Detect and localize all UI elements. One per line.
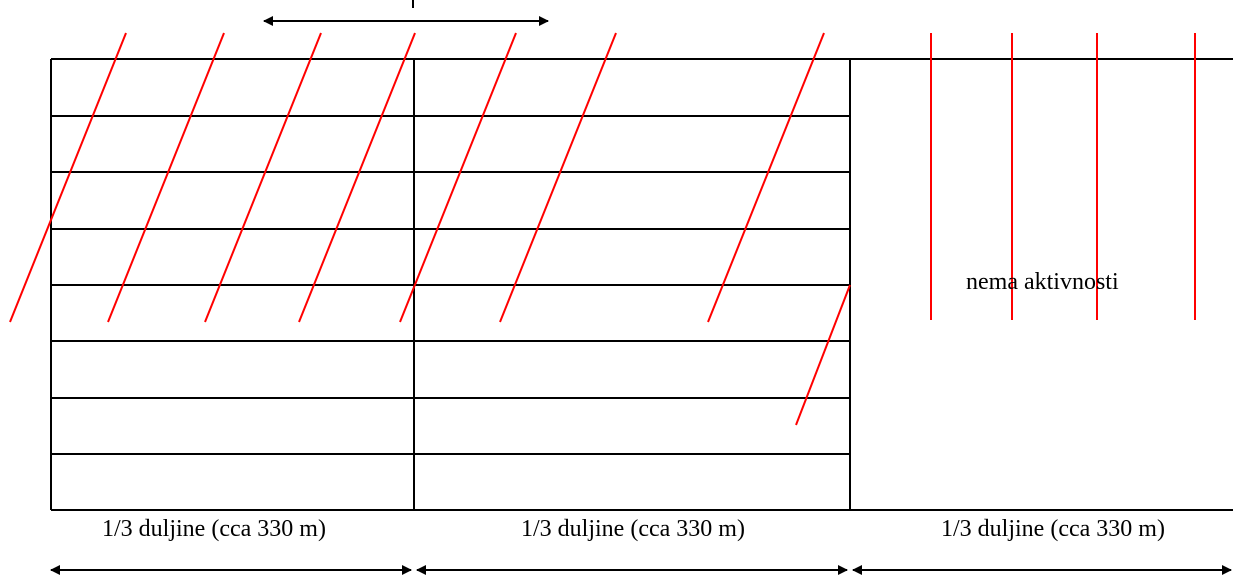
hatch-line [9, 32, 127, 323]
hatch-line [707, 32, 825, 323]
hatch-line [499, 32, 617, 323]
no-activity-note: nema aktivnosti [966, 269, 1119, 295]
segment-length-label-2: 1/3 duljine (cca 330 m) [521, 516, 745, 542]
diagonal-hatching [9, 32, 851, 426]
row-lines [51, 115, 850, 455]
top-arrow [263, 0, 549, 26]
vertical-hatching [930, 33, 1196, 320]
hatch-line [399, 32, 517, 323]
hatch-line [107, 32, 225, 323]
segment-length-label-1: 1/3 duljine (cca 330 m) [102, 516, 326, 542]
hatch-line [204, 32, 322, 323]
hatch-line [795, 284, 851, 426]
segment-length-label-3: 1/3 duljine (cca 330 m) [941, 516, 1165, 542]
hatch-line [298, 32, 416, 323]
